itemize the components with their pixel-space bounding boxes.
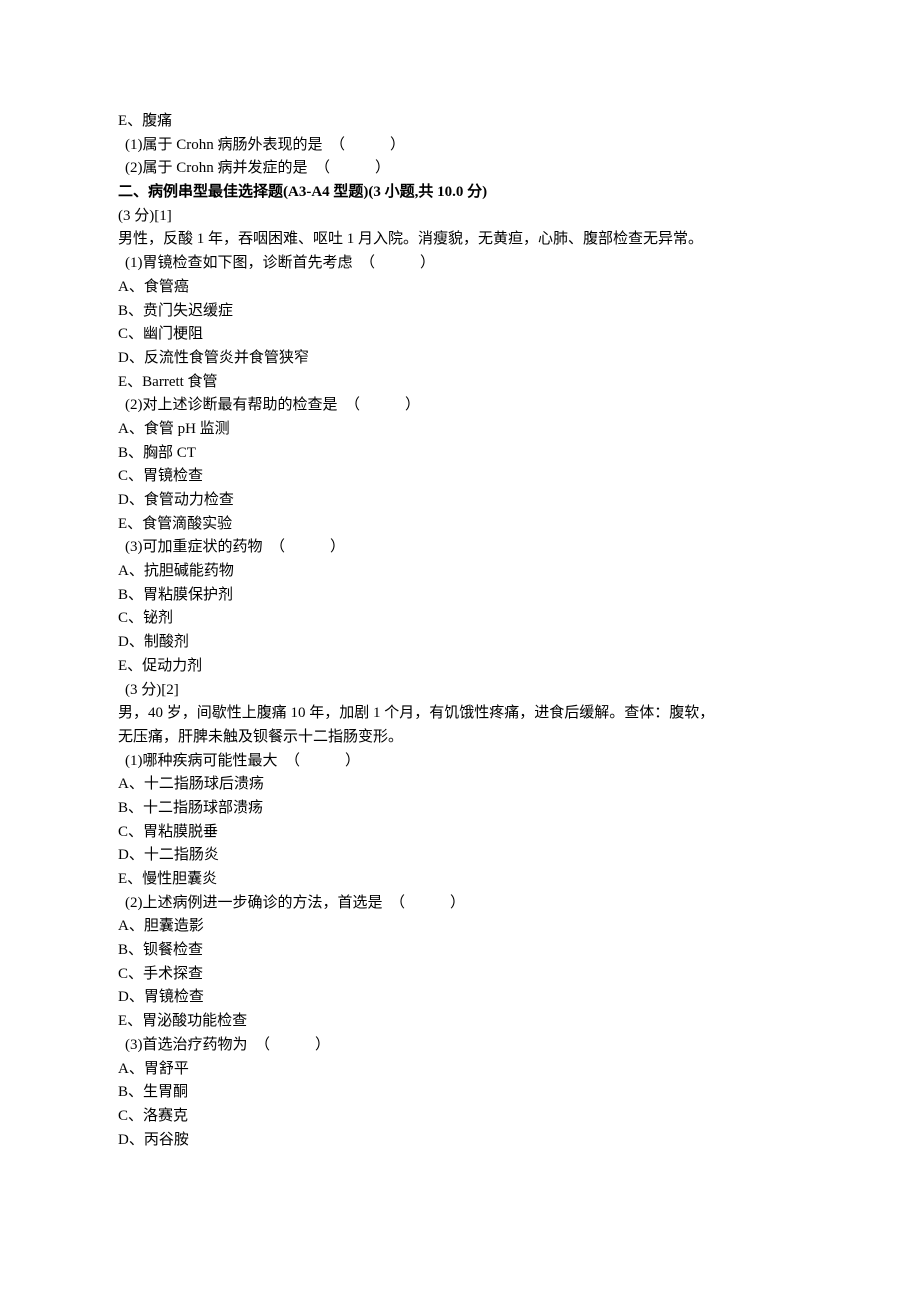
text-line: (3)可加重症状的药物 （ ） [118,536,802,560]
text-line: D、十二指肠炎 [118,844,802,868]
text-line: (1)胃镜检查如下图，诊断首先考虑 （ ） [118,252,802,276]
text-line: C、铋剂 [118,607,802,631]
text-line: B、胸部 CT [118,442,802,466]
text-line: D、反流性食管炎并食管狭窄 [118,347,802,371]
text-line: 男性，反酸 1 年，吞咽困难、呕吐 1 月入院。消瘦貌，无黄疸，心肺、腹部检查无… [118,228,802,252]
text-line: D、制酸剂 [118,631,802,655]
text-line: (1)哪种疾病可能性最大 （ ） [118,750,802,774]
text-line: (2)属于 Crohn 病并发症的是 （ ） [118,157,802,181]
text-line: 无压痛，肝脾未触及钡餐示十二指肠变形。 [118,726,802,750]
text-line: 男，40 岁，间歇性上腹痛 10 年，加剧 1 个月，有饥饿性疼痛，进食后缓解。… [118,702,802,726]
text-line: A、十二指肠球后溃疡 [118,773,802,797]
text-line: B、生胃酮 [118,1081,802,1105]
text-line: C、幽门梗阻 [118,323,802,347]
text-line: A、食管 pH 监测 [118,418,802,442]
text-line: E、促动力剂 [118,655,802,679]
text-line: C、胃镜检查 [118,465,802,489]
text-line: (2)上述病例进一步确诊的方法，首选是 （ ） [118,892,802,916]
text-line: E、胃泌酸功能检查 [118,1010,802,1034]
text-line: C、手术探查 [118,963,802,987]
text-line: (3)首选治疗药物为 （ ） [118,1034,802,1058]
text-line: E、腹痛 [118,110,802,134]
text-line: D、丙谷胺 [118,1129,802,1153]
text-line: D、胃镜检查 [118,986,802,1010]
text-line: A、胃舒平 [118,1058,802,1082]
text-line: (3 分)[2] [118,679,802,703]
text-line: E、慢性胆囊炎 [118,868,802,892]
text-line: E、Barrett 食管 [118,371,802,395]
text-line: (3 分)[1] [118,205,802,229]
text-line: C、洛赛克 [118,1105,802,1129]
text-line: C、胃粘膜脱垂 [118,821,802,845]
text-line: D、食管动力检查 [118,489,802,513]
text-line: (2)对上述诊断最有帮助的检查是 （ ） [118,394,802,418]
text-line: B、十二指肠球部溃疡 [118,797,802,821]
text-line: B、钡餐检查 [118,939,802,963]
text-line: B、胃粘膜保护剂 [118,584,802,608]
text-line: 二、病例串型最佳选择题(A3-A4 型题)(3 小题,共 10.0 分) [118,181,802,205]
document-page: E、腹痛(1)属于 Crohn 病肠外表现的是 （ ）(2)属于 Crohn 病… [0,0,920,1212]
text-line: (1)属于 Crohn 病肠外表现的是 （ ） [118,134,802,158]
text-line: A、食管癌 [118,276,802,300]
text-line: E、食管滴酸实验 [118,513,802,537]
text-line: A、胆囊造影 [118,915,802,939]
text-line: B、贲门失迟缓症 [118,300,802,324]
text-line: A、抗胆碱能药物 [118,560,802,584]
